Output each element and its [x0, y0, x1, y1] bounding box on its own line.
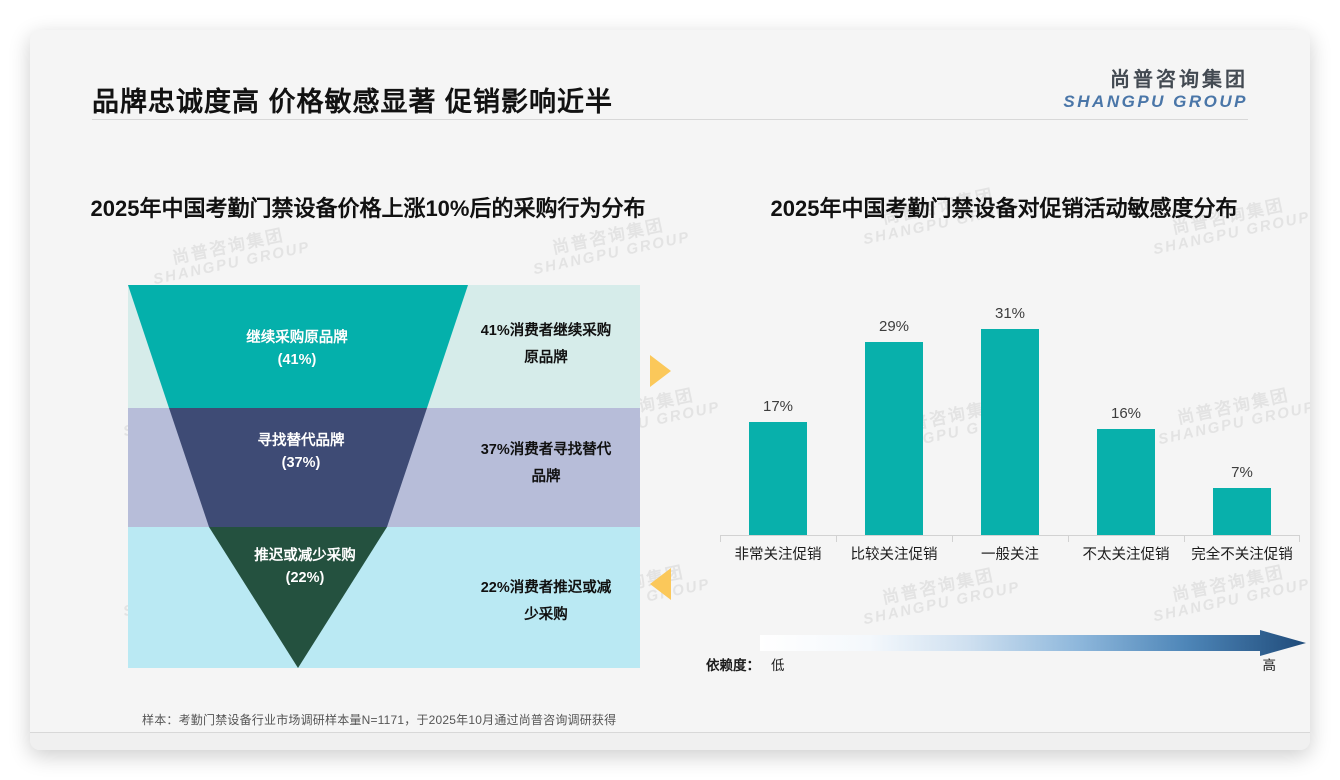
logo-text-en: SHANGPU GROUP	[1063, 92, 1248, 111]
bar-chart: 17% 29% 31% 16% 7%	[720, 302, 1300, 564]
watermark-en: SHANGPU GROUP	[151, 238, 312, 289]
funnel-description-1-line2: 原品牌	[524, 349, 568, 366]
watermark-cn: 尚普咨询集团	[170, 225, 286, 268]
axis-tick	[1184, 535, 1185, 542]
watermark-cn: 尚普咨询集团	[880, 565, 996, 608]
funnel-segment-3-value: (22%)	[285, 570, 325, 587]
funnel-segment-2-value: (37%)	[281, 455, 321, 472]
funnel-segment-2-name: 寻找替代品牌	[257, 433, 345, 449]
bar-value-label: 31%	[994, 305, 1026, 322]
x-axis-label: 不太关注促销	[1082, 547, 1170, 563]
watermark: 尚普咨询集团 SHANGPU GROUP	[1148, 559, 1310, 626]
bar	[1097, 429, 1155, 535]
watermark: 尚普咨询集团 SHANGPU GROUP	[148, 222, 312, 289]
funnel-description-3-line1: 22%消费者推迟或减	[480, 580, 612, 596]
legend-low-label: 低	[771, 658, 785, 673]
funnel-segment-1	[128, 285, 468, 408]
watermark-en: SHANGPU GROUP	[531, 228, 692, 279]
bar	[981, 329, 1039, 535]
footer-divider	[30, 732, 1310, 733]
bar-column: 16%	[1068, 302, 1184, 535]
header-divider	[92, 119, 1248, 120]
funnel-description-2: 37%消费者寻找替代 品牌	[458, 437, 634, 491]
watermark: 尚普咨询集团 SHANGPU GROUP	[858, 562, 1022, 629]
page-title: 品牌忠诚度高 价格敏感显著 促销影响近半	[92, 87, 614, 117]
bar-value-label: 29%	[878, 318, 910, 335]
funnel-band-3	[128, 527, 640, 668]
website-url[interactable]: www.shangpu-china.com	[1115, 748, 1248, 750]
funnel-description-1: 41%消费者继续采购 原品牌	[458, 318, 634, 372]
watermark-cn: 尚普咨询集团	[1170, 562, 1286, 605]
brand-logo: 尚普咨询集团 SHANGPU GROUP	[1063, 68, 1248, 112]
x-axis-label: 一般关注	[981, 547, 1039, 563]
funnel-segment-label-2: 寻找替代品牌 (37%)	[166, 430, 436, 475]
funnel-description-2-line1: 37%消费者寻找替代	[480, 442, 612, 458]
funnel-segment-1-name: 继续采购原品牌	[246, 330, 348, 346]
bar-value-label: 17%	[762, 398, 794, 415]
bar-column: 17%	[720, 302, 836, 535]
funnel-description-3: 22%消费者推迟或减 少采购	[458, 575, 634, 629]
bar	[1213, 488, 1271, 535]
slide-card: 尚普咨询集团 SHANGPU GROUP 尚普咨询集团 SHANGPU GROU…	[30, 30, 1310, 750]
bar-plot-area: 17% 29% 31% 16% 7%	[720, 302, 1300, 535]
bar	[749, 422, 807, 535]
left-chart-title: 2025年中国考勤门禁设备价格上涨10%后的采购行为分布	[90, 196, 646, 221]
triangle-left-icon	[650, 568, 671, 600]
x-axis-labels: 非常关注促销 比较关注促销 一般关注 不太关注促销 完全不关注促销	[720, 543, 1300, 564]
axis-tick	[952, 535, 953, 542]
funnel-segment-label-1: 继续采购原品牌 (41%)	[132, 327, 462, 372]
funnel-segment-3-name: 推迟或减少采购	[254, 548, 356, 564]
slide-footer: ©2025.12 SHANGPU GROUP www.shangpu-china…	[30, 733, 1310, 750]
funnel-shape	[128, 285, 468, 668]
bar-column: 29%	[836, 302, 952, 535]
axis-tick	[836, 535, 837, 542]
axis-tick	[1068, 535, 1069, 542]
sample-note: 样本：考勤门禁设备行业市场调研样本量N=1171，于2025年10月通过尚普咨询…	[142, 713, 617, 727]
funnel-description-2-line2: 品牌	[531, 468, 561, 485]
funnel-segment-2	[169, 408, 427, 527]
axis-tick	[720, 535, 721, 542]
x-axis-label: 完全不关注促销	[1191, 547, 1293, 563]
bar-value-label: 7%	[1231, 464, 1253, 481]
logo-text-cn: 尚普咨询集团	[1110, 69, 1248, 91]
funnel-description-3-line2: 少采购	[524, 606, 568, 623]
bar-column: 7%	[1184, 302, 1300, 535]
x-axis-label: 非常关注促销	[734, 547, 822, 563]
bar	[865, 342, 923, 535]
triangle-right-icon	[650, 355, 671, 387]
funnel-segment-1-value: (41%)	[277, 352, 317, 369]
copyright-text: ©2025.12 SHANGPU GROUP	[92, 748, 254, 750]
funnel-segment-label-3: 推迟或减少采购 (22%)	[198, 545, 412, 590]
x-axis-ticks	[720, 535, 1300, 542]
right-chart-title: 2025年中国考勤门禁设备对促销活动敏感度分布	[770, 196, 1238, 221]
funnel-segment-3	[209, 527, 387, 668]
legend-high-label: 高	[1262, 658, 1277, 673]
dependency-legend: 依赖度： 低 高	[706, 622, 1306, 684]
bar-column: 31%	[952, 302, 1068, 535]
funnel-description-1-line1: 41%消费者继续采购	[480, 323, 612, 339]
watermark-en: SHANGPU GROUP	[1151, 575, 1310, 626]
bar-value-label: 16%	[1110, 405, 1142, 422]
funnel-chart: 继续采购原品牌 (41%) 寻找替代品牌 (37%) 推迟或减少采购 (22%)…	[128, 285, 640, 668]
gradient-arrow-icon	[760, 630, 1306, 656]
x-axis-line	[720, 535, 1300, 536]
slide-header: 品牌忠诚度高 价格敏感显著 促销影响近半 尚普咨询集团 SHANGPU GROU…	[30, 30, 1310, 120]
legend-title: 依赖度：	[706, 658, 760, 673]
axis-tick	[1299, 535, 1300, 542]
x-axis-label: 比较关注促销	[850, 547, 938, 563]
